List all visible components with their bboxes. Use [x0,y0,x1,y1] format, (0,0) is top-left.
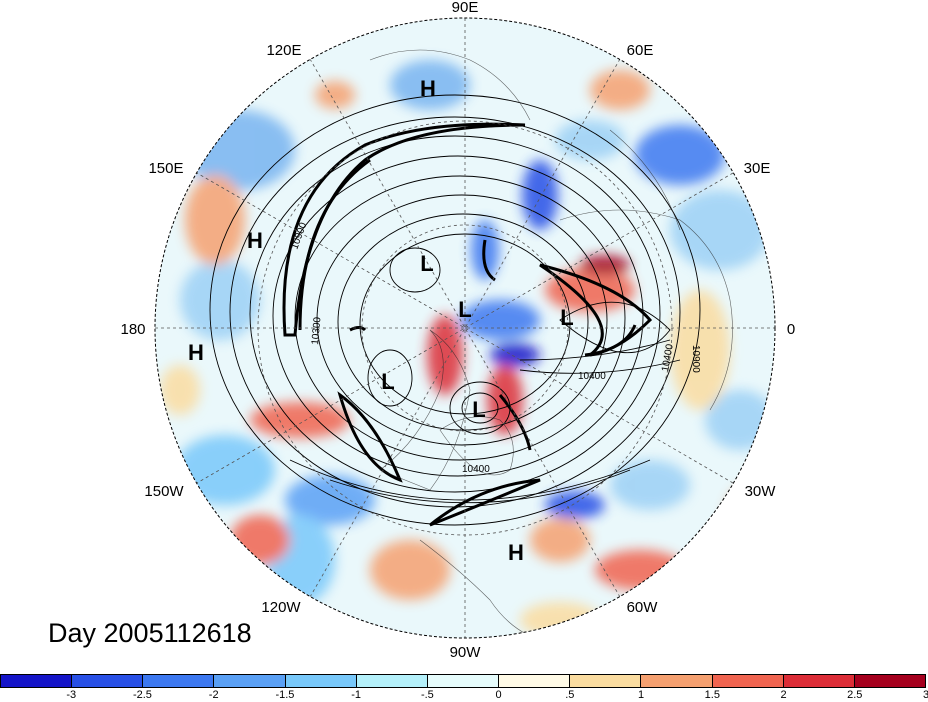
colorbar-swatch [214,675,286,687]
colorbar-swatch [854,675,926,687]
colorbar-swatch [783,675,855,687]
map-boundary [154,17,776,639]
colorbar-tick-label: -1.5 [275,689,295,701]
high-pressure-label: H [420,76,436,101]
lon-label-0: 0 [787,321,795,338]
colorbar-tick-label: 1.5 [704,689,720,701]
lon-label-150e: 150E [148,160,183,177]
anomaly-field [155,18,775,638]
colorbar-tick-label: .5 [565,689,575,701]
graticule [155,18,775,638]
lon-label-120w: 120W [261,599,301,616]
colorbar-swatch [712,675,784,687]
lon-label-30e: 30E [744,160,771,177]
contour-label: 10400 [578,371,606,382]
colorbar-tick-label: -2 [208,689,219,701]
contour-label: 10900 [690,345,701,373]
jet-contours [282,122,653,527]
colorbar-tick-label: 2.5 [847,689,863,701]
lon-label-180: 180 [120,321,145,338]
colorbar-swatch [72,675,144,687]
colorbar-tick-label: -2.5 [132,689,152,701]
contour-label: 10300 [310,316,323,345]
high-pressure-label: H [247,228,263,253]
colorbar-tick-label: -.5 [420,689,434,701]
colorbar-tick-label: -1 [351,689,362,701]
low-pressure-label: L [381,369,394,394]
colorbar-tick-label: 0 [495,689,502,701]
lon-label-60e: 60E [627,42,654,59]
colorbar-tick-label: 1 [638,689,645,701]
contour-label: 10400 [462,464,490,475]
colorbar-swatch [1,675,73,687]
colorbar-swatch [143,675,215,687]
colorbar-tick-label: 3 [922,689,928,701]
lon-label-150w: 150W [144,483,184,500]
low-pressure-label: L [458,297,471,322]
high-pressure-label: H [188,340,204,365]
lon-label-30w: 30W [745,483,777,500]
map-title: Day 2005112618 [48,618,252,648]
low-pressure-label: L [420,251,433,276]
colorbar-swatch [641,675,713,687]
lon-label-90w: 90W [450,644,482,661]
colorbar-tick-label: -3 [66,689,77,701]
colorbar-swatch [285,675,357,687]
polar-map: 90E 60E 30E 0 30W 60W 90W 120W 150W 180 … [120,0,795,661]
colorbar-tick-label: 2 [780,689,787,701]
contour-label: 10400 [660,343,676,373]
lon-label-90e: 90E [452,0,479,16]
colorbar-swatch [499,675,571,687]
colorbar-swatch [427,675,500,687]
low-pressure-label: L [560,305,573,330]
colorbar-swatch [356,675,428,687]
colorbar [0,674,926,688]
high-pressure-label: H [508,540,524,565]
colorbar-labels: -3 -2.5 -2 -1.5 -1 -.5 0 .5 1 1.5 2 2.5 3 [0,689,928,702]
lon-label-60w: 60W [627,599,659,616]
low-pressure-label: L [472,397,485,422]
lon-label-120e: 120E [266,42,301,59]
colorbar-swatch [570,675,642,687]
